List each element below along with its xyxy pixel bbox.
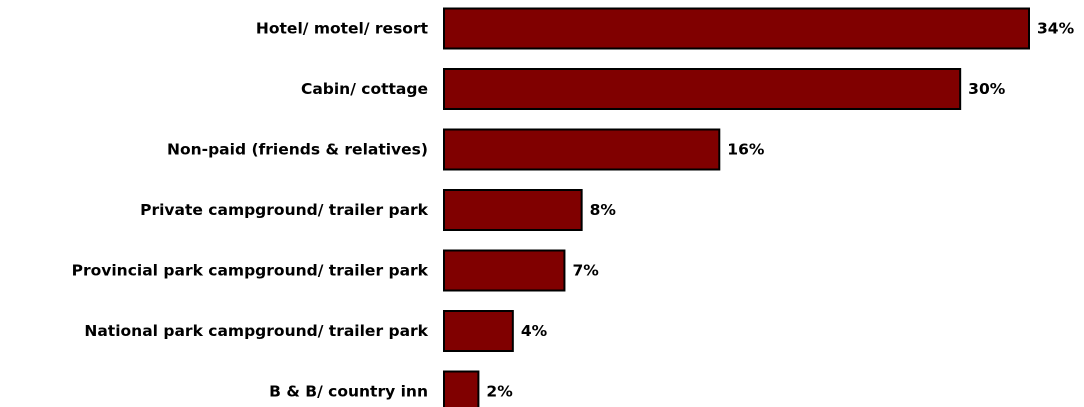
bar-5 xyxy=(443,310,514,352)
bar-4 xyxy=(443,249,566,292)
value-label-3: 8% xyxy=(590,201,617,219)
category-label-2: Non-paid (friends & relatives) xyxy=(167,141,428,159)
category-label-3: Private campground/ trailer park xyxy=(140,201,429,219)
category-label-5: National park campground/ trailer park xyxy=(84,322,428,340)
category-label-6: B & B/ country inn xyxy=(269,383,428,401)
category-label-0: Hotel/ motel/ resort xyxy=(256,20,429,38)
value-label-1: 30% xyxy=(968,80,1006,98)
bar-6 xyxy=(443,370,480,407)
value-label-2: 16% xyxy=(727,141,765,159)
bars-layer xyxy=(443,7,1030,407)
value-label-0: 34% xyxy=(1037,20,1075,38)
category-labels-layer: Hotel/ motel/ resort Cabin/ cottage Non-pa… xyxy=(72,20,429,401)
value-label-6: 2% xyxy=(486,383,513,401)
category-label-4: Provincial park campground/ trailer park xyxy=(72,262,429,280)
value-labels-layer: 34% 30% 16% 8% 7% 4% 2% xyxy=(486,20,1074,401)
value-label-5: 4% xyxy=(521,322,548,340)
bar-0 xyxy=(443,7,1030,50)
bar-1 xyxy=(443,68,962,110)
bar-2 xyxy=(443,128,721,171)
category-label-1: Cabin/ cottage xyxy=(301,80,428,98)
bar-3 xyxy=(443,189,583,231)
value-label-4: 7% xyxy=(572,262,599,280)
